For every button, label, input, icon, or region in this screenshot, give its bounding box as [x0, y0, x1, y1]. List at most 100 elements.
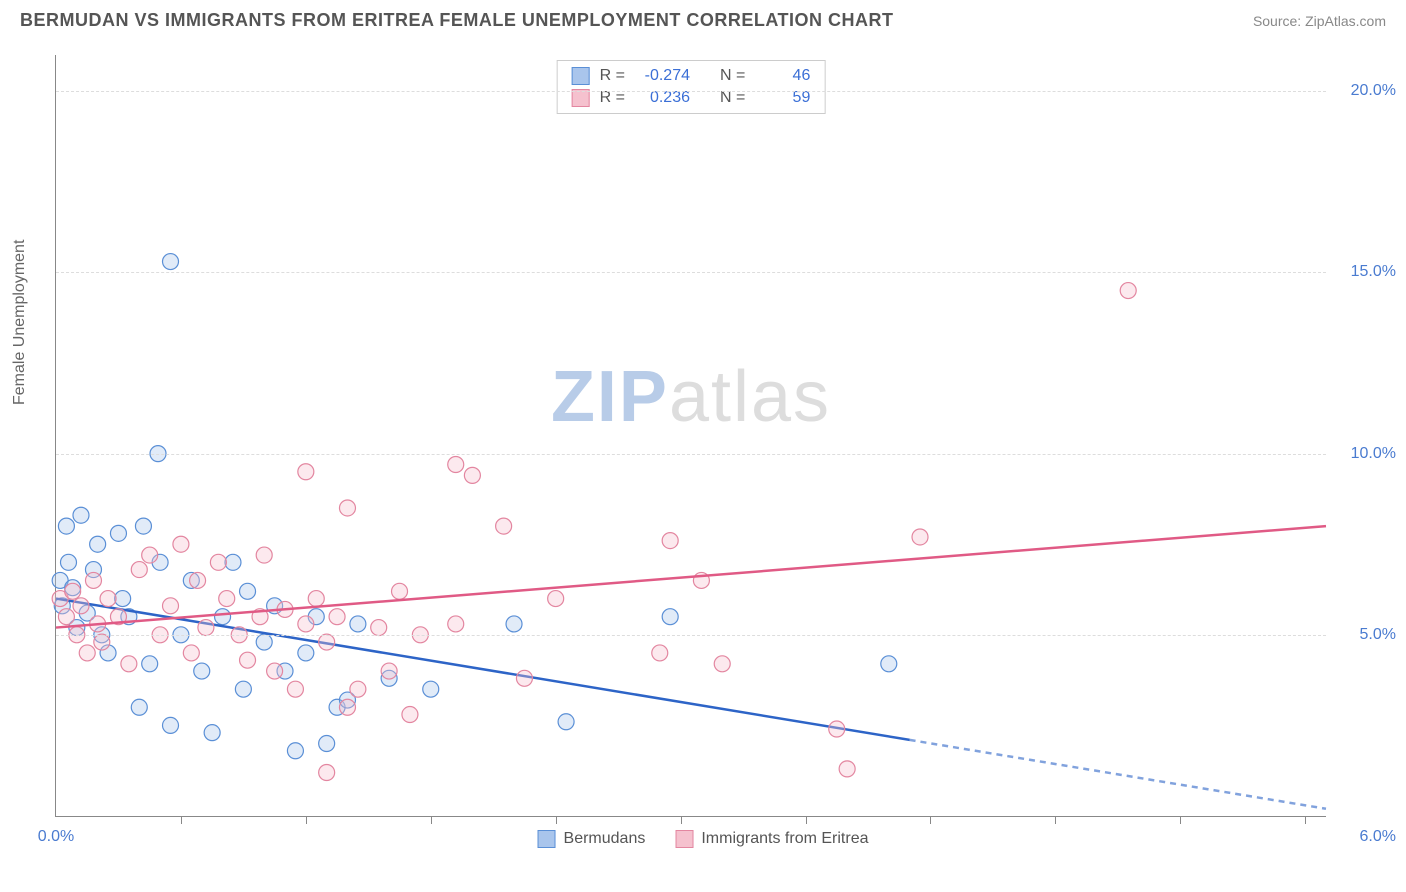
xtick — [806, 816, 807, 824]
xtick — [431, 816, 432, 824]
scatter-point — [912, 529, 928, 545]
header: BERMUDAN VS IMMIGRANTS FROM ERITREA FEMA… — [0, 0, 1406, 36]
swatch-bermudans — [538, 830, 556, 848]
gridline — [56, 454, 1326, 455]
scatter-point — [100, 591, 116, 607]
legend-item-bermudans: Bermudans — [538, 830, 646, 848]
xtick — [1055, 816, 1056, 824]
scatter-point — [58, 609, 74, 625]
scatter-point — [240, 652, 256, 668]
scatter-point — [392, 583, 408, 599]
scatter-point — [163, 598, 179, 614]
scatter-point — [163, 254, 179, 270]
scatter-point — [506, 616, 522, 632]
chart-title: BERMUDAN VS IMMIGRANTS FROM ERITREA FEMA… — [20, 10, 893, 31]
scatter-point — [135, 518, 151, 534]
xtick — [930, 816, 931, 824]
scatter-point — [267, 663, 283, 679]
scatter-point — [287, 743, 303, 759]
scatter-point — [558, 714, 574, 730]
scatter-point — [163, 717, 179, 733]
ytick-label: 20.0% — [1336, 82, 1396, 100]
regression-line-dashed — [910, 740, 1326, 809]
scatter-point — [350, 616, 366, 632]
scatter-point — [215, 609, 231, 625]
scatter-point — [73, 598, 89, 614]
xtick — [681, 816, 682, 824]
gridline — [56, 635, 1326, 636]
scatter-point — [94, 634, 110, 650]
legend-item-eritrea: Immigrants from Eritrea — [675, 830, 868, 848]
scatter-point — [225, 554, 241, 570]
scatter-point — [58, 518, 74, 534]
scatter-point — [423, 681, 439, 697]
stat-R-bermudans: -0.274 — [635, 67, 690, 85]
legend-label: Bermudans — [564, 830, 646, 848]
scatter-point — [131, 562, 147, 578]
scatter-point — [714, 656, 730, 672]
scatter-point — [496, 518, 512, 534]
scatter-point — [194, 663, 210, 679]
stat-label-N: N = — [720, 67, 745, 85]
scatter-point — [381, 663, 397, 679]
scatter-point — [662, 533, 678, 549]
scatter-point — [287, 681, 303, 697]
scatter-point — [319, 736, 335, 752]
scatter-point — [839, 761, 855, 777]
xtick — [306, 816, 307, 824]
scatter-point — [402, 707, 418, 723]
scatter-point — [190, 572, 206, 588]
stat-label-R: R = — [600, 67, 625, 85]
scatter-point — [339, 699, 355, 715]
stat-N-bermudans: 46 — [755, 67, 810, 85]
xtick-label-right: 6.0% — [1360, 828, 1396, 846]
scatter-point — [60, 554, 76, 570]
gridline — [56, 272, 1326, 273]
ytick-label: 5.0% — [1336, 626, 1396, 644]
scatter-point — [339, 500, 355, 516]
scatter-point — [298, 645, 314, 661]
scatter-point — [131, 699, 147, 715]
scatter-point — [73, 507, 89, 523]
scatter-point — [881, 656, 897, 672]
scatter-point — [173, 536, 189, 552]
scatter-point — [79, 645, 95, 661]
scatter-point — [516, 670, 532, 686]
scatter-point — [115, 591, 131, 607]
swatch-bermudans — [572, 67, 590, 85]
scatter-point — [210, 554, 226, 570]
scatter-point — [448, 616, 464, 632]
regression-line — [56, 526, 1326, 627]
scatter-point — [319, 765, 335, 781]
scatter-point — [235, 681, 251, 697]
scatter-point — [142, 547, 158, 563]
scatter-point — [110, 525, 126, 541]
chart-area: ZIPatlas R = -0.274 N = 46 R = 0.236 N =… — [55, 55, 1326, 817]
xtick — [181, 816, 182, 824]
scatter-point — [256, 547, 272, 563]
scatter-point — [329, 609, 345, 625]
regression-line — [56, 599, 910, 740]
scatter-point — [90, 536, 106, 552]
scatter-point — [204, 725, 220, 741]
scatter-point — [350, 681, 366, 697]
scatter-point — [1120, 283, 1136, 299]
ytick-label: 10.0% — [1336, 445, 1396, 463]
stats-box: R = -0.274 N = 46 R = 0.236 N = 59 — [557, 60, 826, 114]
scatter-point — [319, 634, 335, 650]
swatch-eritrea — [675, 830, 693, 848]
xtick — [556, 816, 557, 824]
scatter-point — [308, 591, 324, 607]
scatter-point — [65, 583, 81, 599]
scatter-point — [829, 721, 845, 737]
scatter-point — [183, 645, 199, 661]
scatter-point — [652, 645, 668, 661]
gridline — [56, 91, 1326, 92]
y-axis-label: Female Unemployment — [11, 240, 29, 405]
scatter-point — [371, 620, 387, 636]
scatter-point — [448, 456, 464, 472]
xtick — [1180, 816, 1181, 824]
scatter-point — [142, 656, 158, 672]
scatter-point — [298, 616, 314, 632]
scatter-point — [298, 464, 314, 480]
